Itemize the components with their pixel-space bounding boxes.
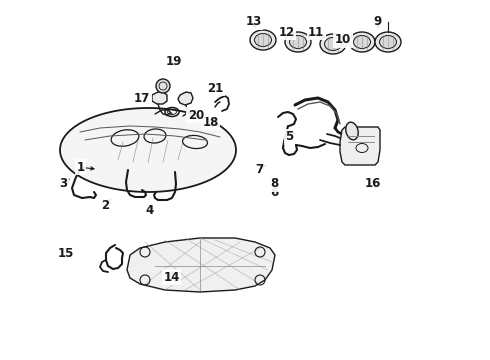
Ellipse shape	[290, 36, 307, 49]
Polygon shape	[60, 108, 236, 192]
Text: 5: 5	[285, 130, 293, 143]
Ellipse shape	[285, 32, 311, 52]
Text: 6: 6	[270, 186, 278, 199]
Text: 11: 11	[308, 26, 324, 39]
Text: 17: 17	[134, 93, 150, 105]
Text: 12: 12	[278, 26, 295, 39]
Text: 18: 18	[202, 116, 219, 129]
Text: 3: 3	[60, 177, 68, 190]
Text: 10: 10	[335, 33, 351, 46]
Text: 2: 2	[101, 199, 109, 212]
Ellipse shape	[320, 34, 346, 54]
Polygon shape	[152, 92, 167, 104]
Polygon shape	[127, 238, 275, 292]
Text: 21: 21	[207, 82, 224, 95]
Text: 4: 4	[146, 204, 153, 217]
Ellipse shape	[375, 32, 401, 52]
Text: 15: 15	[58, 247, 74, 260]
Text: 7: 7	[256, 163, 264, 176]
Text: 8: 8	[270, 177, 278, 190]
Text: 13: 13	[245, 15, 262, 28]
Circle shape	[156, 79, 170, 93]
Polygon shape	[178, 92, 193, 105]
Ellipse shape	[379, 36, 396, 49]
Text: 1: 1	[77, 161, 85, 174]
Ellipse shape	[353, 36, 370, 49]
Ellipse shape	[349, 32, 375, 52]
Ellipse shape	[250, 30, 276, 50]
Text: 16: 16	[364, 177, 381, 190]
Ellipse shape	[324, 37, 342, 50]
Text: 14: 14	[163, 271, 180, 284]
Ellipse shape	[254, 33, 271, 46]
Text: 19: 19	[166, 55, 182, 68]
Polygon shape	[340, 127, 380, 165]
Text: 20: 20	[188, 109, 204, 122]
Ellipse shape	[346, 122, 358, 140]
Text: 9: 9	[373, 15, 381, 28]
